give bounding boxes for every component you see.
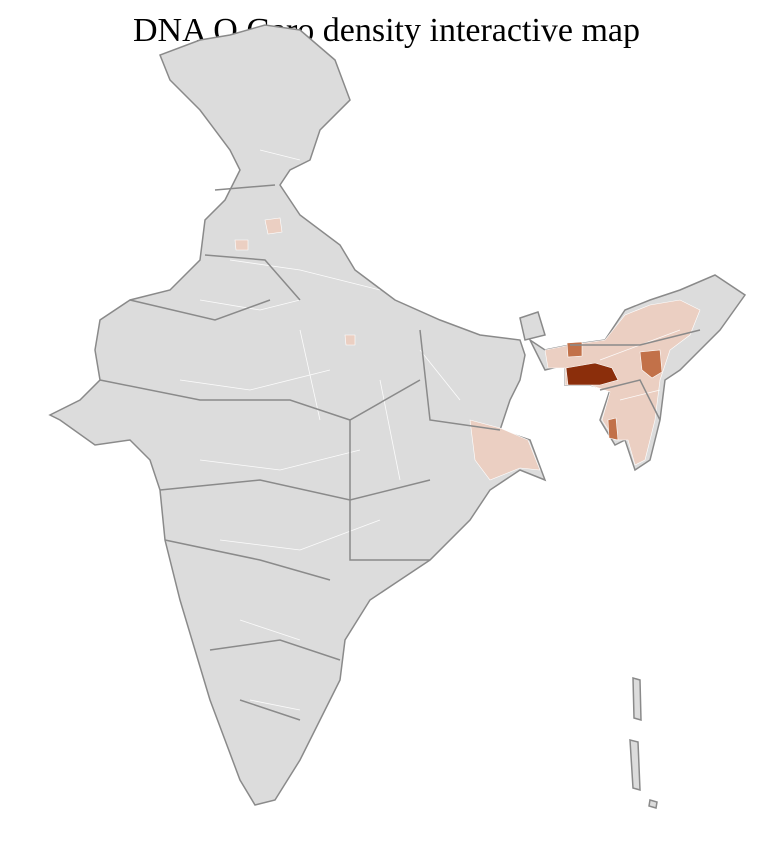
- low-density-north[interactable]: [234, 217, 356, 346]
- state-borders: [99, 184, 701, 721]
- medium-density-assam[interactable]: [566, 341, 663, 441]
- low-density-bengal[interactable]: [469, 419, 541, 481]
- high-density-garo-hills[interactable]: [565, 362, 619, 386]
- andaman-islands[interactable]: [629, 676, 658, 809]
- sikkim[interactable]: [519, 311, 546, 341]
- mainland-india[interactable]: [48, 24, 547, 806]
